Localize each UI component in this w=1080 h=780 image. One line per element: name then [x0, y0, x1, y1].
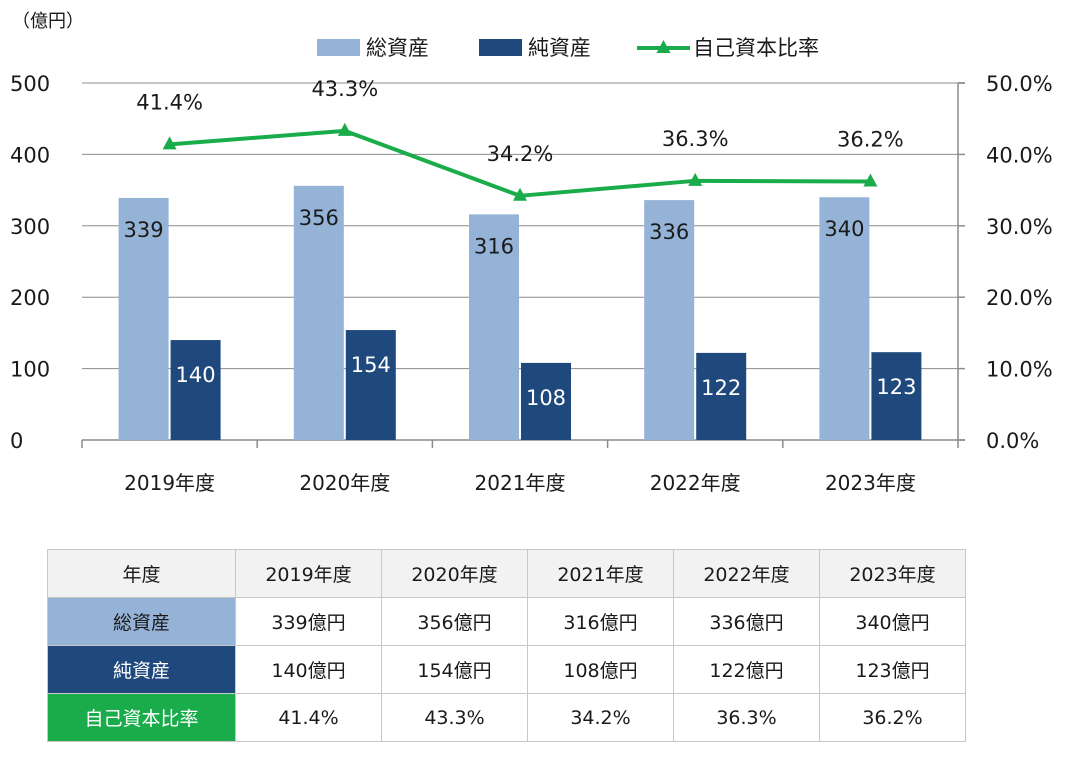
bar-label-net-assets: 108: [526, 386, 566, 410]
table-cell: 339億円: [235, 597, 382, 646]
table-cell: 123億円: [819, 645, 966, 694]
table-cell: 122億円: [673, 645, 820, 694]
y-unit-label: （億円）: [12, 11, 84, 32]
x-category-label: 2021年度: [475, 471, 566, 495]
y-right-tick-label: 30.0%: [986, 215, 1053, 239]
ratio-marker: [513, 187, 527, 201]
table-cell: 34.2%: [527, 693, 674, 742]
table-row-equity-ratio: 自己資本比率 41.4% 43.3% 34.2% 36.3% 36.2%: [47, 693, 966, 742]
y-left-tick-label: 500: [10, 72, 50, 96]
table-cell: 340億円: [819, 597, 966, 646]
category-labels: 2019年度 2020年度 2021年度 2022年度 2023年度: [124, 471, 916, 495]
table-cell: 336億円: [673, 597, 820, 646]
bar-net-assets: [345, 330, 396, 440]
table-cell: 140億円: [235, 645, 382, 694]
bar-total-assets: [644, 200, 695, 440]
y-left-tick-label: 0: [10, 429, 23, 453]
gridlines: [82, 82, 958, 370]
y-right-tick-label: 10.0%: [986, 358, 1053, 382]
x-category-label: 2020年度: [299, 471, 390, 495]
bar-label-total-assets: 336: [649, 220, 689, 244]
bar-label-net-assets: 154: [351, 353, 391, 377]
ratio-data-label: 36.3%: [662, 127, 729, 151]
bar-label-total-assets: 356: [299, 206, 339, 230]
table-cell: 108億円: [527, 645, 674, 694]
table-header-cell: 2023年度: [819, 549, 966, 598]
ratio-data-label: 34.2%: [487, 142, 554, 166]
ratio-marker: [688, 172, 703, 186]
bar-total-assets: [293, 185, 344, 440]
ratio-line: 41.4% 43.3% 34.2% 36.3% 36.2%: [136, 77, 904, 201]
bar-total-assets: [469, 214, 519, 440]
bar-label-total-assets: 340: [824, 217, 864, 241]
table-header-cell: 2020年度: [381, 549, 528, 598]
legend-swatch-total-assets: [317, 39, 360, 56]
bar-label-total-assets: 316: [474, 234, 514, 258]
bar-net-assets: [170, 340, 221, 440]
table-header-cell: 年度: [47, 549, 236, 598]
table-header-row: 年度 2019年度 2020年度 2021年度 2022年度 2023年度: [47, 549, 966, 598]
table-header-cell: 2019年度: [235, 549, 382, 598]
table-cell: 41.4%: [235, 693, 382, 742]
bars: [118, 185, 922, 440]
x-category-label: 2019年度: [124, 471, 215, 495]
bar-label-net-assets: 140: [176, 363, 216, 387]
row-label: 自己資本比率: [47, 693, 236, 742]
legend: 総資産 純資産 自己資本比率: [317, 36, 819, 60]
legend-label-net-assets: 純資産: [528, 36, 591, 60]
bar-total-assets: [118, 197, 169, 440]
y-left-tick-label: 300: [10, 215, 50, 239]
row-label: 総資産: [47, 597, 236, 646]
bar-net-assets: [521, 362, 571, 440]
bar-total-assets: [819, 197, 870, 440]
chart: （億円） 0 100 200 300 400 500 0.0% 10.0% 20.0% 30.0%…: [10, 11, 1053, 495]
y-left-tick-label: 400: [10, 143, 50, 167]
x-category-label: 2022年度: [650, 471, 741, 495]
bar-label-net-assets: 123: [876, 375, 916, 399]
table-cell: 36.2%: [819, 693, 966, 742]
y-right-tick-label: 0.0%: [986, 429, 1039, 453]
ratio-data-label: 41.4%: [136, 90, 203, 114]
table-cell: 316億円: [527, 597, 674, 646]
table-row-total-assets: 総資産 339億円 356億円 316億円 336億円 340億円: [47, 597, 966, 646]
bar-net-assets: [871, 352, 922, 440]
ratio-data-label: 43.3%: [311, 77, 378, 101]
table-cell: 43.3%: [381, 693, 528, 742]
bar-net-assets: [696, 352, 747, 440]
axes: [81, 82, 965, 448]
table-header-cell: 2022年度: [673, 549, 820, 598]
data-table: 年度 2019年度 2020年度 2021年度 2022年度 2023年度 総資…: [47, 549, 966, 742]
bar-data-labels: 339 356 316 336 340 140 154 108 122 123: [124, 206, 917, 410]
ratio-marker: [337, 122, 352, 136]
y-right-tick-label: 40.0%: [986, 143, 1053, 167]
y-right-tick-label: 20.0%: [986, 286, 1053, 310]
bar-label-total-assets: 339: [124, 218, 164, 242]
x-category-label: 2023年度: [825, 471, 916, 495]
legend-label-total-assets: 総資産: [366, 36, 429, 60]
legend-swatch-ratio-marker: [656, 40, 671, 53]
bar-label-net-assets: 122: [701, 376, 741, 400]
y-left-tick-label: 100: [10, 358, 50, 382]
table-cell: 154億円: [381, 645, 528, 694]
row-label: 純資産: [47, 645, 236, 694]
table-cell: 36.3%: [673, 693, 820, 742]
table-cell: 356億円: [381, 597, 528, 646]
y-left-tick-label: 200: [10, 286, 50, 310]
ratio-data-label: 36.2%: [837, 128, 904, 152]
legend-swatch-net-assets: [479, 39, 522, 56]
table-row-net-assets: 純資産 140億円 154億円 108億円 122億円 123億円: [47, 645, 966, 694]
tick-labels: 0 100 200 300 400 500 0.0% 10.0% 20.0% 30.0% 40.0%…: [10, 72, 1053, 453]
ratio-marker: [162, 136, 177, 150]
ratio-marker: [863, 173, 878, 187]
y-right-tick-label: 50.0%: [986, 72, 1053, 96]
legend-label-ratio: 自己資本比率: [693, 36, 819, 60]
table-header-cell: 2021年度: [527, 549, 674, 598]
